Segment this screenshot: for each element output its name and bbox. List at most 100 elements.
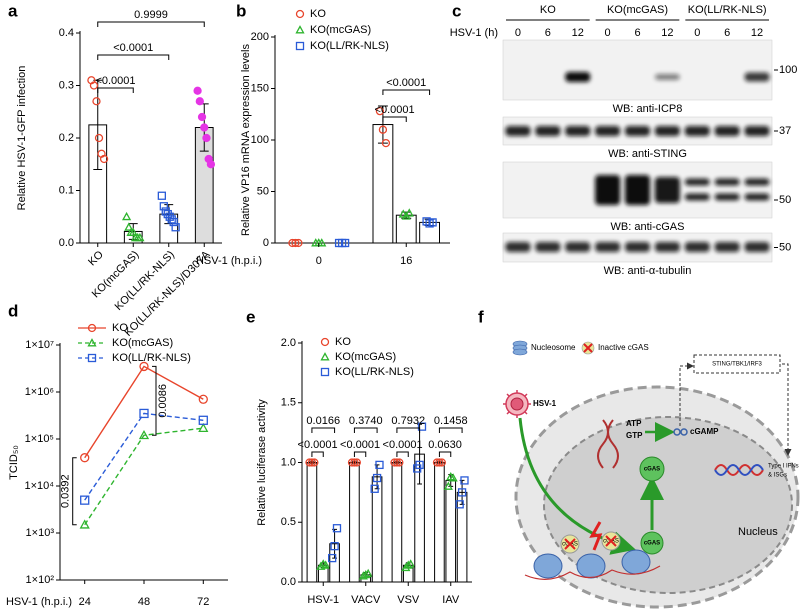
p-value: <0.0001 — [298, 439, 338, 451]
band — [565, 72, 591, 82]
legend-text: Inactive cGAS — [598, 343, 649, 352]
band — [505, 126, 531, 136]
y-tick-label: 0.3 — [59, 79, 74, 91]
data-point — [193, 86, 202, 95]
band — [535, 126, 561, 136]
data-point — [121, 211, 132, 221]
y-tick-label: 0.5 — [281, 516, 296, 528]
y-tick-label: 1.5 — [281, 397, 296, 409]
significance-bracket — [152, 365, 157, 436]
mw-marker: 50 — [779, 194, 791, 206]
data-point — [139, 408, 149, 419]
blot-label: WB: anti-ICP8 — [613, 103, 683, 115]
p-value: 0.0086 — [157, 384, 169, 418]
enzyme-label: cGAS — [644, 467, 660, 473]
data-point — [332, 524, 342, 533]
x-tick-label: VSV — [397, 594, 420, 606]
time-label: 12 — [572, 27, 584, 39]
band — [744, 178, 770, 186]
band — [595, 242, 621, 252]
data-point — [375, 460, 384, 470]
significance-bracket — [353, 451, 367, 457]
significance-bracket — [382, 116, 407, 122]
time-label: 12 — [661, 27, 673, 39]
y-tick-label: 1×10³ — [26, 527, 55, 539]
data-point — [347, 458, 357, 467]
data-point — [390, 458, 399, 467]
data-point — [87, 323, 97, 333]
band — [624, 242, 651, 252]
substrate: ATP — [626, 419, 642, 428]
x-tick-label: 72 — [197, 596, 209, 608]
x-axis-title: HSV-1 (h.p.i.) — [6, 596, 72, 608]
nucleosomes — [524, 549, 661, 580]
x-tick-label: 48 — [138, 596, 150, 608]
data-point — [135, 232, 145, 242]
data-point — [406, 559, 416, 568]
bar — [445, 479, 457, 583]
time-label: 6 — [634, 27, 640, 39]
series-line — [84, 412, 204, 501]
y-tick-label: 0.0 — [281, 576, 296, 588]
legend-label: KO(LL/RK-NLS) — [310, 40, 389, 52]
p-value: 0.0630 — [428, 439, 462, 451]
band — [654, 177, 680, 203]
time-label: 0 — [605, 27, 611, 39]
data-point — [198, 415, 208, 425]
significance-bracket — [97, 87, 134, 93]
x-tick-label: VACV — [351, 594, 381, 606]
band — [565, 126, 591, 136]
product: cGAMP — [690, 427, 719, 436]
data-point — [89, 81, 99, 90]
data-point — [435, 458, 444, 467]
p-value: 0.0166 — [306, 415, 340, 427]
panel-label: e — [246, 307, 255, 326]
data-point — [448, 473, 458, 482]
y-tick-label: 0 — [263, 237, 269, 249]
band — [744, 242, 770, 252]
data-point — [139, 361, 149, 372]
p-value: <0.0001 — [340, 439, 380, 451]
data-point — [159, 202, 168, 211]
data-point — [99, 154, 109, 164]
cgamp-icon — [673, 428, 681, 436]
data-point — [87, 353, 97, 363]
data-point — [455, 500, 464, 509]
bar — [349, 462, 360, 583]
bar — [391, 462, 403, 583]
data-point — [363, 568, 373, 578]
compartment-label: Nucleus — [738, 526, 778, 538]
data-point — [169, 217, 178, 227]
p-value: <0.0001 — [383, 439, 423, 451]
data-point — [330, 542, 339, 551]
data-point — [378, 125, 388, 134]
series-line — [84, 365, 204, 459]
data-point — [395, 458, 404, 467]
band — [714, 242, 740, 252]
legend-text: Nucleosome — [531, 343, 576, 352]
y-tick-label: 1×10² — [26, 574, 55, 586]
data-point — [295, 25, 305, 34]
data-point — [167, 215, 176, 224]
pathway-box — [693, 354, 781, 374]
data-point — [128, 227, 138, 236]
y-tick-label: 0.1 — [59, 184, 74, 196]
group-label: KO — [540, 4, 556, 16]
data-point — [350, 458, 359, 467]
time-label: 0 — [694, 27, 700, 39]
band — [654, 74, 680, 80]
band — [714, 126, 740, 136]
band — [624, 175, 651, 205]
x-tick-label: HSV-1 — [307, 594, 339, 606]
data-point — [340, 238, 350, 248]
significance-bracket — [396, 451, 409, 457]
data-point — [370, 484, 379, 493]
data-point — [294, 238, 303, 248]
panel-label: d — [8, 301, 18, 320]
data-point — [94, 133, 104, 143]
data-point — [392, 458, 402, 467]
active-cgas — [640, 531, 664, 555]
data-point — [305, 458, 314, 467]
data-point — [198, 394, 208, 404]
enzyme-label: cGAS — [644, 541, 660, 547]
